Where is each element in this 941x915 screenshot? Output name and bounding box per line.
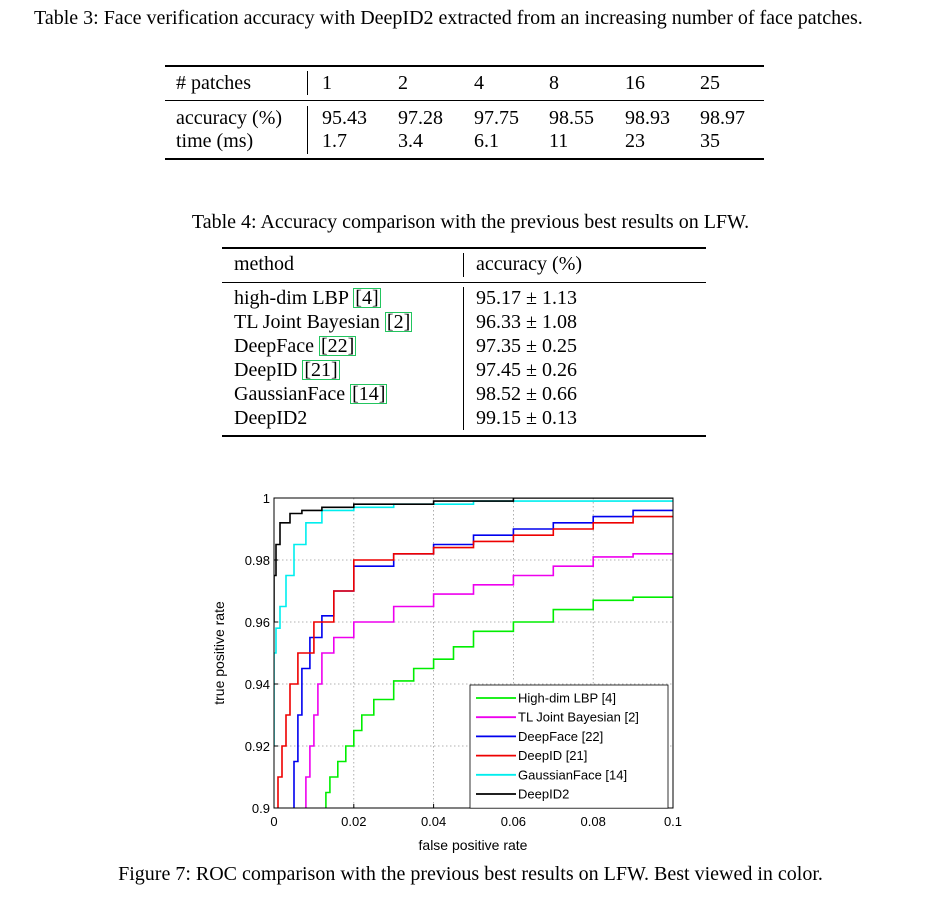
chart-ticks: 0 0.02 0.04 0.06 0.08 0.1 0.9 0.92 0.94 0.96 0.98 1 [245, 491, 682, 829]
table3-header-label: # patches [176, 72, 251, 94]
y-tick-label: 0.98 [245, 553, 270, 568]
citation-link[interactable]: [4] [353, 287, 381, 309]
table3-patch: 2 [398, 72, 408, 94]
table3-header-separator [307, 71, 308, 95]
table3-mid-rule [165, 100, 764, 101]
table3-cell: 23 [625, 130, 645, 152]
series-line [274, 498, 673, 622]
x-tick-label: 0.02 [341, 814, 366, 829]
table4-method: DeepID [21] [234, 359, 340, 381]
chart-series [274, 498, 673, 808]
table3-body-separator [307, 106, 308, 154]
legend-label: DeepID2 [518, 787, 569, 802]
citation-link[interactable]: [14] [350, 383, 388, 405]
table3-cell: 11 [549, 130, 569, 152]
series-line [305, 553, 673, 808]
table3-cell: 98.55 [549, 107, 594, 129]
table3-row-label: accuracy (%) [176, 107, 283, 129]
citation-link[interactable]: [21] [302, 359, 340, 381]
y-tick-label: 0.9 [252, 801, 270, 816]
table3-cell: 98.93 [625, 107, 670, 129]
table3-cell: 35 [700, 130, 720, 152]
table4-accuracy: 95.17 ± 1.13 [476, 287, 577, 309]
table3-patch: 25 [700, 72, 720, 94]
series-line [293, 509, 673, 808]
legend-label: DeepID [21] [518, 748, 587, 763]
x-tick-label: 0.08 [581, 814, 606, 829]
series-line [277, 515, 673, 808]
x-tick-label: 0.1 [664, 814, 682, 829]
table4-method: high-dim LBP [4] [234, 287, 381, 309]
table3-row-label: time (ms) [176, 130, 254, 152]
y-tick-label: 1 [263, 491, 270, 506]
x-tick-label: 0.06 [501, 814, 526, 829]
legend-label: GaussianFace [14] [518, 767, 627, 782]
roc-chart: 0 0.02 0.04 0.06 0.08 0.1 0.9 0.92 0.94 0.96 0.98 1… [211, 491, 682, 853]
table3-cell: 95.43 [322, 107, 367, 129]
legend-label: TL Joint Bayesian [2] [518, 710, 639, 725]
table3-patch: 8 [549, 72, 559, 94]
table4-accuracy: 96.33 ± 1.08 [476, 311, 577, 333]
table3-caption: Table 3: Face verification accuracy with… [34, 7, 863, 29]
table4-method: DeepFace [22] [234, 335, 357, 357]
citation-link[interactable]: [2] [384, 311, 413, 333]
table4-mid-rule [222, 282, 706, 283]
table4-method: DeepID2 [234, 407, 308, 429]
table3-patch: 1 [322, 72, 332, 94]
x-axis-label: false positive rate [419, 837, 528, 853]
table3-cell: 6.1 [474, 130, 499, 152]
table4-col-accuracy: accuracy (%) [476, 253, 583, 275]
table3-top-rule [165, 65, 764, 67]
table4-top-rule [222, 247, 706, 249]
x-tick-label: 0 [270, 814, 277, 829]
table3-patch: 16 [625, 72, 645, 94]
table3-cell: 97.75 [474, 107, 519, 129]
series-line [325, 596, 673, 808]
table4-accuracy: 97.45 ± 0.26 [476, 359, 577, 381]
table4-accuracy: 99.15 ± 0.13 [476, 407, 577, 429]
legend-label: DeepFace [22] [518, 729, 603, 744]
citation-link[interactable]: [22] [318, 335, 357, 357]
table4-caption: Table 4: Accuracy comparison with the pr… [191, 211, 750, 233]
table4-accuracy: 97.35 ± 0.25 [476, 335, 577, 357]
table3-cell: 98.97 [700, 107, 745, 129]
table4-body-separator [463, 287, 464, 430]
table4-accuracy: 98.52 ± 0.66 [476, 383, 577, 405]
chart-legend: High-dim LBP [4] TL Joint Bayesian [2] Dee… [469, 684, 669, 809]
table4-header-separator [463, 253, 464, 277]
table4-method: GaussianFace [14] [234, 383, 388, 405]
table3-cell: 3.4 [398, 130, 423, 152]
table4-bottom-rule [222, 435, 706, 437]
table4-col-method: method [234, 253, 294, 275]
y-tick-label: 0.92 [245, 739, 270, 754]
y-tick-label: 0.96 [245, 615, 270, 630]
table3-cell: 97.28 [398, 107, 443, 129]
table3-cell: 1.7 [322, 130, 347, 152]
table4-method: TL Joint Bayesian [2] [234, 311, 413, 333]
y-axis-label: true positive rate [211, 601, 227, 705]
figure7-caption: Figure 7: ROC comparison with the previo… [118, 863, 823, 885]
table3-bottom-rule [165, 158, 764, 160]
legend-label: High-dim LBP [4] [518, 691, 616, 706]
table3-patch: 4 [474, 72, 484, 94]
y-tick-label: 0.94 [245, 677, 270, 692]
legend-box [469, 684, 669, 809]
x-tick-label: 0.04 [421, 814, 446, 829]
